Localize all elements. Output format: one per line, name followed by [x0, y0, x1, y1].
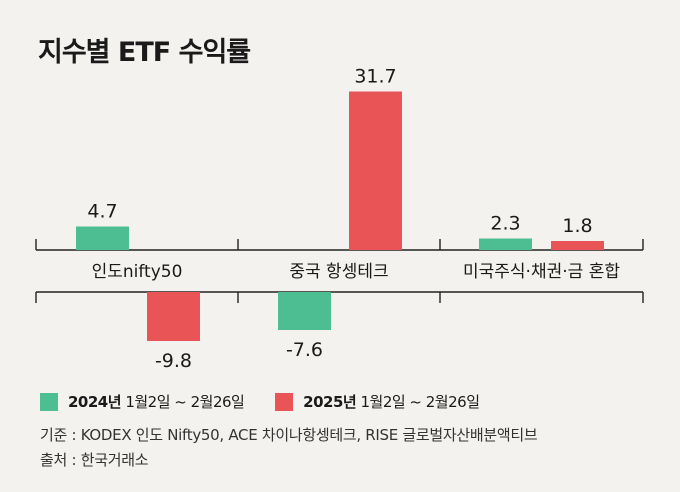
value-label-us-mixed-2024: 2.3 [490, 213, 520, 235]
bar-india-nifty50-2025 [147, 292, 200, 341]
source-note: 출처 : 한국거래소 [40, 451, 149, 469]
source-basis-note: 기준 : KODEX 인도 Nifty50, ACE 차이나항셍테크, RISE… [40, 426, 538, 444]
bar-us-mixed-2024 [479, 238, 532, 250]
bar-china-hangseng-tech-2025 [349, 91, 402, 250]
legend-swatch-2024 [40, 392, 58, 411]
value-label-china-hangseng-tech-2024: -7.6 [286, 339, 323, 361]
bar-us-mixed-2025 [551, 241, 604, 250]
legend-swatch-2025 [275, 392, 294, 411]
legend-label-2024: 2024년 1월2일 ~ 2월26일 [68, 393, 245, 411]
value-label-india-nifty50-2025: -9.8 [155, 350, 192, 372]
value-label-india-nifty50-2024: 4.7 [87, 201, 117, 223]
chart-title: 지수별 ETF 수익률 [38, 37, 251, 68]
category-label-us-mixed: 미국주식·채권·금 혼합 [463, 262, 620, 282]
category-label-china-hangseng-tech: 중국 항셍테크 [289, 262, 388, 282]
legend: 2024년 1월2일 ~ 2월26일 2025년 1월2일 ~ 2월26일 [40, 391, 506, 415]
bar-india-nifty50-2024 [76, 226, 129, 250]
category-label-india-nifty50: 인도nifty50 [92, 262, 183, 282]
legend-item-2025: 2025년 1월2일 ~ 2월26일 [275, 391, 480, 412]
bar-china-hangseng-tech-2024 [278, 292, 331, 330]
legend-label-2025: 2025년 1월2일 ~ 2월26일 [303, 393, 480, 411]
value-label-us-mixed-2025: 1.8 [562, 215, 592, 237]
value-label-china-hangseng-tech-2025: 31.7 [354, 66, 396, 88]
legend-item-2024: 2024년 1월2일 ~ 2월26일 [40, 391, 245, 412]
